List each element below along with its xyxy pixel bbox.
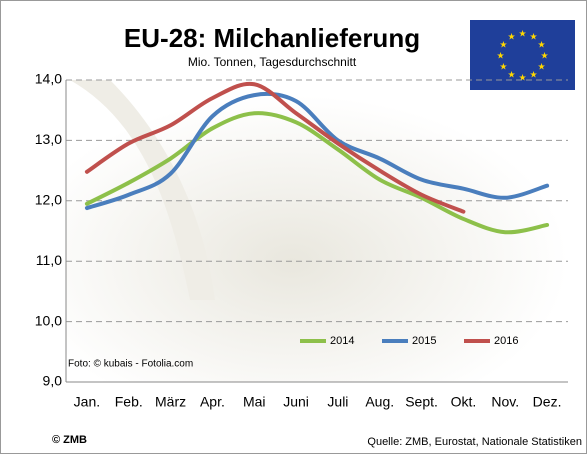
flag-star: ★ xyxy=(507,69,515,79)
series-line xyxy=(84,81,466,214)
flag-star: ★ xyxy=(518,72,526,82)
flag-star: ★ xyxy=(538,39,546,49)
y-tick-label: 9,0 xyxy=(43,373,63,389)
flag xyxy=(470,20,575,90)
flag-star: ★ xyxy=(529,69,537,79)
x-tick-label: Nov. xyxy=(491,394,519,410)
copyright: © ZMB xyxy=(52,434,87,446)
legend-label: 2014 xyxy=(330,335,354,347)
source: Quelle: ZMB, Eurostat, Nationale Statist… xyxy=(367,436,582,448)
y-tick-label: 14,0 xyxy=(35,71,62,87)
x-tick-label: März xyxy=(155,394,186,410)
x-tick-label: Sept. xyxy=(405,394,438,410)
y-tick-label: 13,0 xyxy=(35,131,62,147)
legend-label: 2016 xyxy=(494,335,518,347)
photo-credit: Foto: © kubais - Fotolia.com xyxy=(68,359,193,370)
y-tick-label: 12,0 xyxy=(35,192,62,208)
flag-star: ★ xyxy=(529,31,537,41)
x-tick-label: Juni xyxy=(283,394,309,410)
x-tick-label: Apr. xyxy=(200,394,225,410)
x-tick-label: Dez. xyxy=(533,394,562,410)
series-line xyxy=(84,91,550,211)
flag-star: ★ xyxy=(518,28,526,38)
x-tick-label: Feb. xyxy=(115,394,143,410)
flag-star: ★ xyxy=(540,50,548,60)
x-tick-label: Juli xyxy=(327,394,348,410)
y-tick-label: 11,0 xyxy=(36,252,62,268)
eu-flag xyxy=(470,20,575,90)
flag-star: ★ xyxy=(538,61,546,71)
x-tick-label: Aug. xyxy=(365,394,394,410)
flag-star: ★ xyxy=(499,61,507,71)
flag-star: ★ xyxy=(496,50,504,60)
flag-star: ★ xyxy=(507,31,515,41)
chart-title: EU-28: Milchanlieferung xyxy=(124,23,420,53)
y-tick-label: 10,0 xyxy=(35,312,62,328)
x-tick-label: Okt. xyxy=(451,394,477,410)
series-line xyxy=(84,111,550,235)
x-tick-label: Mai xyxy=(243,394,266,410)
legend-label: 2015 xyxy=(412,335,436,347)
flag-star: ★ xyxy=(499,39,507,49)
x-tick-label: Jan. xyxy=(74,394,100,410)
chart-subtitle: Mio. Tonnen, Tagesdurchschnitt xyxy=(188,55,357,69)
milk-stream xyxy=(70,80,215,300)
